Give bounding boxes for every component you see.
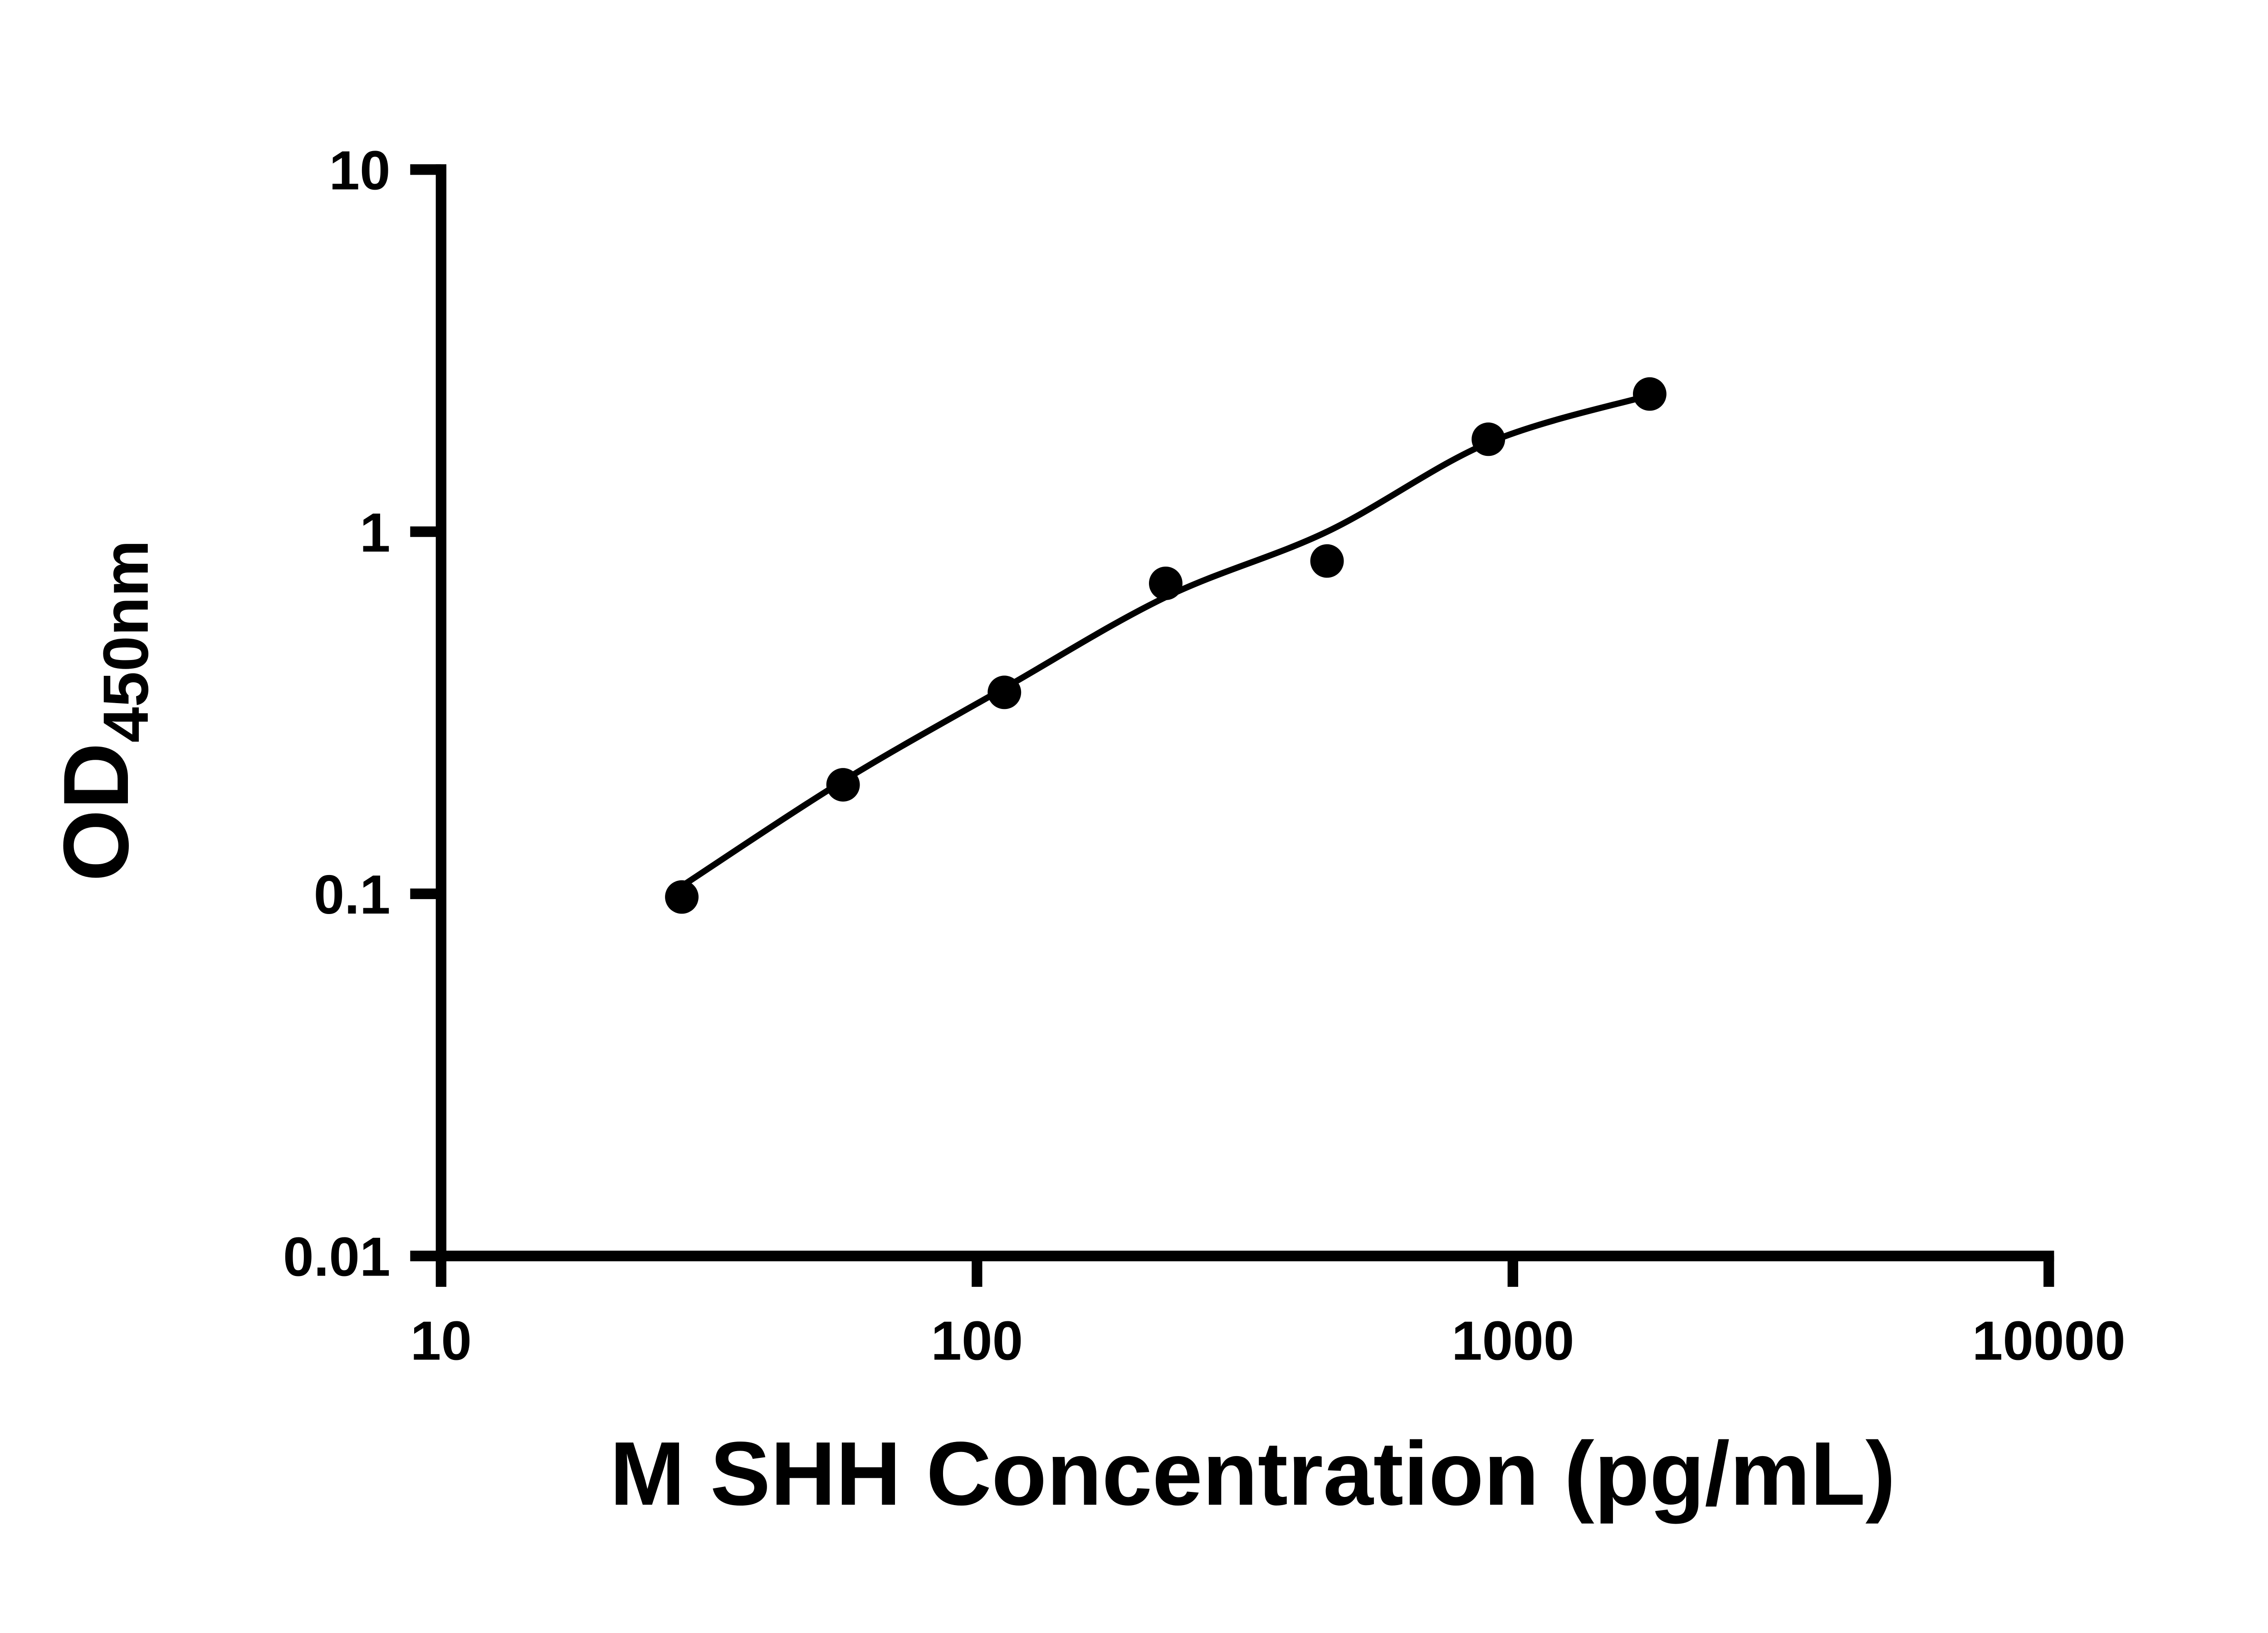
- y-tick-label: 0.1: [314, 864, 391, 925]
- data-point: [987, 675, 1022, 709]
- svg-text:OD450nm: OD450nm: [44, 540, 161, 881]
- data-point: [665, 880, 699, 914]
- y-tick-label: 0.01: [283, 1226, 391, 1287]
- data-point: [1310, 544, 1344, 578]
- data-point: [1633, 377, 1667, 411]
- x-tick-label: 1000: [1452, 1310, 1574, 1371]
- data-point: [1471, 422, 1505, 456]
- y-tick-label: 10: [329, 139, 390, 201]
- y-axis-title-main: OD: [44, 743, 148, 881]
- x-axis-title: M SHH Concentration (pg/mL): [610, 1423, 1896, 1524]
- axes-layer: 10 1 0.1 0.01 10 100 1000 10000: [283, 139, 2126, 1371]
- fit-curve-line: [680, 392, 1651, 889]
- y-tick-label: 1: [360, 502, 391, 563]
- x-tick-label: 10000: [1972, 1310, 2126, 1371]
- plot-layer: [665, 377, 1667, 914]
- elisa-standard-curve-chart: 10 1 0.1 0.01 10 100 1000 10000 M SHH Concentra…: [44, 139, 2126, 1524]
- x-tick-label: 100: [931, 1310, 1023, 1371]
- y-axis-title-subscript: 450nm: [90, 540, 161, 743]
- y-axis-title: OD450nm: [44, 540, 161, 881]
- x-tick-label: 10: [411, 1310, 472, 1371]
- data-point: [1149, 566, 1183, 600]
- data-point: [826, 768, 860, 802]
